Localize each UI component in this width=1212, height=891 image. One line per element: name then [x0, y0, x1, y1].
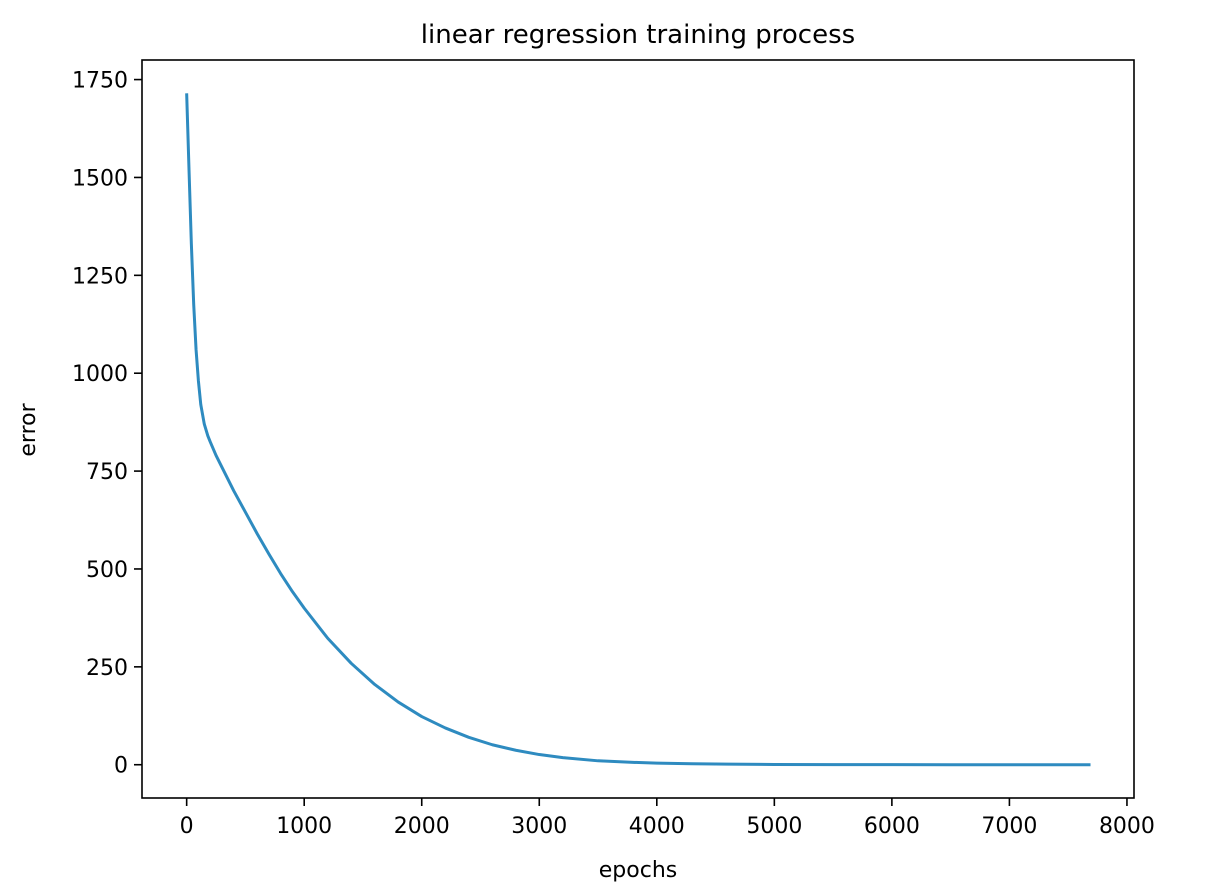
- y-tick-label: 1500: [72, 166, 128, 191]
- series-line-error: [185, 93, 1091, 767]
- x-tick-label: 1000: [276, 814, 332, 839]
- y-tick-label: 1000: [72, 362, 128, 387]
- x-tick-label: 7000: [981, 814, 1037, 839]
- y-tick-label: 1750: [72, 69, 128, 94]
- x-tick-label: 8000: [1099, 814, 1155, 839]
- x-tick-label: 0: [180, 814, 194, 839]
- x-tick-label: 3000: [511, 814, 567, 839]
- x-tick-label: 4000: [629, 814, 685, 839]
- y-axis-label: error: [16, 402, 41, 456]
- ticks-layer: 0 1000 2000 3000 4000 5000 6000 7000 8000 0 250 500…: [72, 69, 1155, 839]
- plot-area-frame: [141, 59, 1135, 799]
- y-tick-label: 250: [86, 656, 128, 681]
- chart-title: linear regression training process: [421, 20, 855, 50]
- x-tick-label: 6000: [864, 814, 920, 839]
- y-tick-label: 1250: [72, 264, 128, 289]
- y-tick-label: 500: [86, 558, 128, 583]
- x-tick-label: 2000: [394, 814, 450, 839]
- x-tick-label: 5000: [746, 814, 802, 839]
- y-tick-label: 750: [86, 460, 128, 485]
- y-tick-label: 0: [114, 754, 128, 779]
- x-axis-label: epochs: [599, 858, 677, 883]
